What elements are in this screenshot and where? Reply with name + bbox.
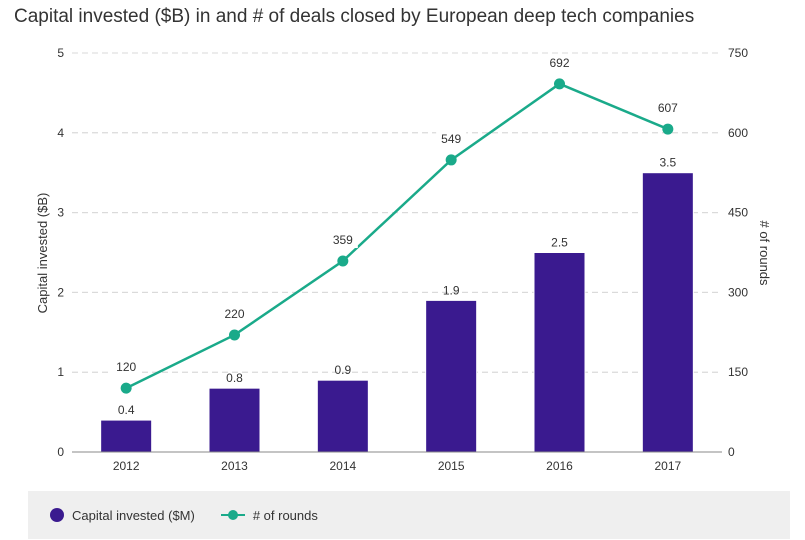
bar (641, 172, 694, 453)
line-data-label: 359 (333, 233, 353, 247)
y-tick-right: 600 (728, 126, 748, 140)
bar (208, 387, 261, 453)
line-data-label: 607 (658, 101, 678, 115)
y-tick-right: 0 (728, 445, 735, 459)
y-axis-left: 0 1 2 3 4 5 (57, 46, 64, 459)
line-series: 120 220 359 549 692 607 (111, 54, 683, 394)
line-path (125, 82, 669, 390)
y-tick-left: 1 (57, 365, 64, 379)
y-tick-left: 4 (57, 126, 64, 140)
line-data-label: 692 (549, 56, 569, 70)
line-point (229, 329, 240, 341)
y-tick-left: 0 (57, 445, 64, 459)
line-data-label: 220 (224, 307, 244, 321)
line-point (120, 382, 132, 394)
combo-chart: 0 1 2 3 4 5 0 150 300 450 600 750 0.4 0.8 0.9 1.9 2.5 3… (35, 46, 772, 473)
bar (100, 419, 153, 453)
legend-item-rounds[interactable]: # of rounds (220, 507, 318, 523)
line-label-bg (652, 100, 683, 117)
y-tick-left: 5 (57, 46, 64, 60)
bar-series: 0.4 0.8 0.9 1.9 2.5 3.5 (100, 156, 694, 453)
bar-data-label: 2.5 (551, 236, 568, 250)
line-data-label: 120 (116, 360, 136, 374)
y-tick-right: 150 (728, 365, 748, 379)
line-label-bg (544, 54, 575, 71)
x-tick-label: 2012 (113, 459, 140, 473)
legend-label-capital: Capital invested ($M) (72, 507, 195, 523)
gridlines (72, 52, 722, 373)
bar (316, 379, 369, 453)
legend-label-rounds: # of rounds (252, 507, 318, 523)
bar-data-label: 1.9 (443, 283, 460, 297)
line-label-bg (219, 305, 250, 322)
y-tick-left: 3 (57, 206, 64, 220)
bar (533, 252, 586, 453)
y-axis-right: 0 150 300 450 600 750 (728, 46, 748, 459)
line-point (662, 123, 674, 135)
x-tick-label: 2015 (438, 459, 465, 473)
line-label-bg (327, 232, 358, 249)
y-tick-right: 450 (728, 206, 748, 220)
y-tick-right: 300 (728, 285, 748, 299)
x-tick-label: 2014 (329, 459, 356, 473)
y-tick-right: 750 (728, 46, 748, 60)
y-axis-left-label: Capital invested ($B) (35, 193, 50, 314)
line-point (445, 154, 457, 166)
x-tick-label: 2013 (221, 459, 248, 473)
line-data-label: 549 (441, 132, 461, 146)
y-tick-left: 2 (57, 285, 64, 299)
legend: Capital invested ($M) # of rounds (28, 491, 790, 539)
bar-data-label: 0.8 (226, 371, 243, 385)
line-point (554, 78, 565, 90)
x-axis: 2012 2013 2014 2015 2016 2017 (72, 451, 722, 473)
bar (425, 299, 478, 453)
bar-data-label: 0.4 (118, 403, 135, 417)
line-label-bg (111, 359, 142, 376)
line-point (337, 255, 349, 267)
chart-title: Capital invested ($B) in and # of deals … (14, 6, 695, 27)
legend-bar-swatch (50, 508, 64, 522)
x-tick-label: 2017 (654, 459, 681, 473)
line-label-bg (436, 130, 467, 147)
bar-data-label: 0.9 (334, 363, 351, 377)
x-tick-label: 2016 (546, 459, 573, 473)
legend-line-swatch (220, 508, 245, 522)
legend-item-capital[interactable]: Capital invested ($M) (50, 508, 195, 523)
y-axis-right-label: # of rounds (757, 220, 772, 286)
bar-data-label: 3.5 (659, 156, 676, 170)
